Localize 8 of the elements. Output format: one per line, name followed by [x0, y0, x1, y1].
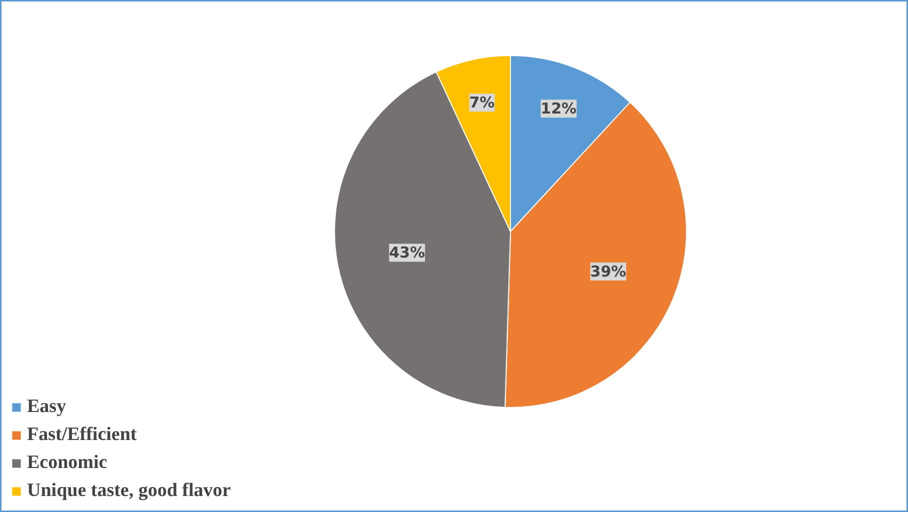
data-label: 43%	[389, 244, 426, 262]
legend-label: Easy	[27, 396, 66, 418]
data-label: 7%	[469, 94, 495, 112]
data-label: 12%	[540, 100, 577, 118]
data-label: 39%	[590, 262, 626, 281]
legend-label: Fast/Efficient	[27, 424, 137, 446]
legend-label: Unique taste, good flavor	[27, 480, 231, 502]
legend-label: Economic	[27, 452, 108, 474]
